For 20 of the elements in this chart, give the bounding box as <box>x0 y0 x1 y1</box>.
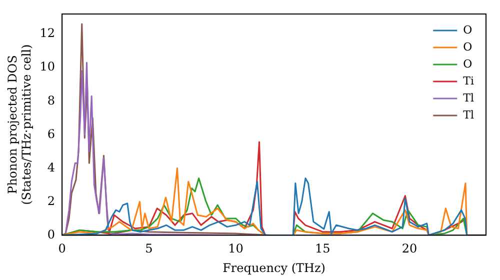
legend-label: Tl <box>463 91 474 104</box>
x-tick-label: 15 <box>315 242 330 256</box>
y-tick-label: 2 <box>47 194 56 208</box>
legend-label: Tl <box>463 108 474 122</box>
x-tick-label: 20 <box>402 242 418 256</box>
x-axis-title: Frequency (THz) <box>222 260 326 275</box>
legend-label: O <box>463 57 472 70</box>
legend-label: O <box>463 23 472 36</box>
y-tick-label: 8 <box>47 93 56 108</box>
legend-label: O <box>463 40 472 54</box>
y-tick-label: 6 <box>47 126 56 141</box>
y-tick-label: 10 <box>40 60 56 74</box>
y-tick-label: 0 <box>47 227 56 242</box>
x-tick-label: 5 <box>145 242 153 256</box>
y-tick-label: 12 <box>40 26 56 40</box>
y-tick-label: 4 <box>47 160 56 174</box>
x-tick-label: 10 <box>228 242 244 256</box>
x-tick-label: 0 <box>58 242 66 256</box>
legend-label: Ti <box>463 74 474 88</box>
y-axis-title: Phonon projected DOS (States/THz·primitive cell) <box>5 44 34 205</box>
